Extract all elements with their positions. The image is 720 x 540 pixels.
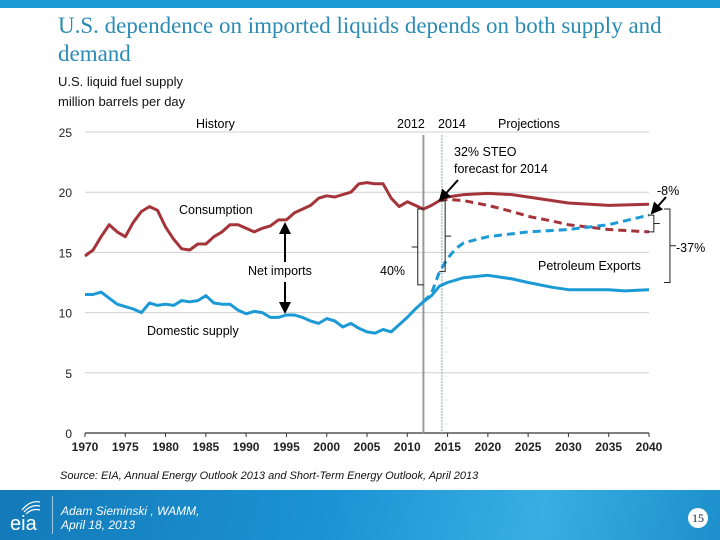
domestic-supply-label: Domestic supply xyxy=(147,324,239,338)
x-tick-label: 2040 xyxy=(636,440,663,454)
year-2014-label: 2014 xyxy=(438,117,466,131)
x-tick-label: 2005 xyxy=(354,440,381,454)
source-note: Source: EIA, Annual Energy Outlook 2013 … xyxy=(60,470,479,482)
bracket-32pct xyxy=(439,200,452,273)
petroleum-exports-label: Petroleum Exports xyxy=(538,259,641,273)
svg-text:eia: eia xyxy=(10,513,38,534)
pct-8-label: -8% xyxy=(657,184,679,198)
x-tick-label: 1970 xyxy=(72,440,99,454)
minus-8-arrow xyxy=(650,196,667,215)
y-tick-label: 10 xyxy=(59,307,73,321)
x-tick-label: 2020 xyxy=(475,440,502,454)
x-tick-label: 2000 xyxy=(313,440,340,454)
slide-title: U.S. dependence on imported liquids depe… xyxy=(58,13,662,66)
year-2012-label: 2012 xyxy=(397,117,425,131)
consumption-line xyxy=(84,181,650,258)
chart-title: U.S. liquid fuel supply xyxy=(58,74,184,89)
author-info: Adam Sieminski , WAMM, April 18, 2013 xyxy=(61,504,199,532)
footer-bar: eia Adam Sieminski , WAMM, April 18, 201… xyxy=(0,490,720,540)
y-tick-label: 20 xyxy=(59,186,73,200)
domestic-supply-line xyxy=(85,273,650,335)
bracket-37pct xyxy=(663,208,676,283)
y-tick-label: 15 xyxy=(59,246,73,260)
x-tick-label: 2035 xyxy=(595,440,622,454)
x-tick-label: 1995 xyxy=(273,440,300,454)
x-tick-label: 2030 xyxy=(555,440,582,454)
net-imports-label: Net imports xyxy=(248,264,312,278)
bracket-40pct xyxy=(411,208,424,286)
x-tick-label: 2010 xyxy=(394,440,421,454)
consumption-label: Consumption xyxy=(179,203,253,217)
y-tick-label: 5 xyxy=(65,367,72,381)
x-tick-label: 2015 xyxy=(434,440,461,454)
author-line-2: April 18, 2013 xyxy=(61,518,136,532)
steo-arrow xyxy=(438,179,459,202)
x-tick-label: 1980 xyxy=(152,440,179,454)
bracket-8pct xyxy=(647,214,660,233)
logo-divider xyxy=(52,496,53,534)
y-axis-label: million barrels per day xyxy=(58,94,186,109)
steo-label: 32% STEO xyxy=(454,145,517,159)
steo-label-2: forecast for 2014 xyxy=(454,162,548,176)
pct-37-label: -37% xyxy=(676,241,705,255)
y-tick-label: 0 xyxy=(65,427,72,441)
eia-logo: eia xyxy=(8,498,44,535)
x-tick-label: 1975 xyxy=(112,440,139,454)
y-tick-label: 25 xyxy=(59,126,73,140)
x-tick-label: 1990 xyxy=(233,440,260,454)
projections-label: Projections xyxy=(498,117,560,131)
page-number: 15 xyxy=(688,508,708,528)
history-label: History xyxy=(196,117,236,131)
x-tick-label: 1985 xyxy=(193,440,220,454)
x-tick-label: 2025 xyxy=(515,440,542,454)
pct-40-label: 40% xyxy=(380,264,405,278)
top-accent-bar xyxy=(0,0,720,8)
author-line-1: Adam Sieminski , WAMM, xyxy=(61,504,200,518)
projection-3-line xyxy=(422,213,650,303)
projection-1-line xyxy=(439,197,650,234)
